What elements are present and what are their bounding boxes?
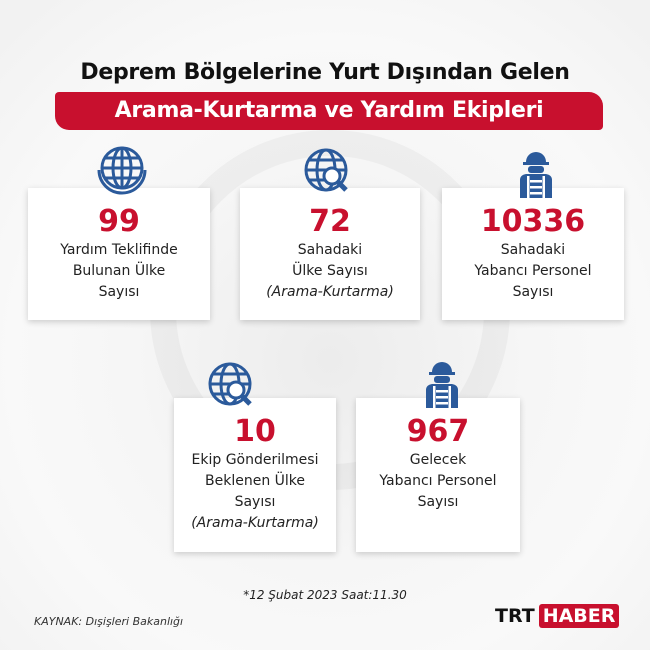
stat-label: Sayısı	[512, 284, 554, 300]
stat-label: Yabancı Personel	[379, 473, 497, 489]
logo-haber: HABER	[538, 604, 620, 628]
stat-label: Ülke Sayısı	[292, 263, 368, 279]
stat-label: Sayısı	[417, 494, 459, 510]
stat-label: Ekip Gönderilmesi	[191, 452, 319, 468]
worker-icon	[416, 360, 468, 412]
globe-icon	[96, 144, 148, 196]
stat-label: Yabancı Personel	[474, 263, 592, 279]
stat-label: Gelecek	[409, 452, 467, 468]
source-label: KAYNAK: Dışişleri Bakanlığı	[34, 615, 184, 628]
stat-value: 10	[234, 414, 276, 449]
stat-label: Sahadaki	[297, 242, 363, 258]
trt-haber-logo: TRT HABER	[495, 604, 620, 628]
globe-search-icon	[206, 360, 258, 412]
stat-label: Beklenen Ülke	[205, 473, 305, 489]
stat-value: 10336	[480, 204, 586, 239]
stat-card-countries-on-site: 72 Sahadaki Ülke Sayısı (Arama-Kurtarma)	[240, 188, 420, 320]
stat-card-offering-countries: 99 Yardım Teklifinde Bulunan Ülke Sayısı	[28, 188, 210, 320]
stat-value: 99	[98, 204, 140, 239]
logo-trt: TRT	[495, 605, 535, 627]
globe-search-icon	[302, 146, 354, 198]
stat-label: Sayısı	[98, 284, 140, 300]
stat-card-foreign-personnel-coming: 967 Gelecek Yabancı Personel Sayısı	[356, 398, 520, 552]
stat-note: (Arama-Kurtarma)	[266, 284, 394, 300]
stat-label: Bulunan Ülke	[72, 263, 166, 279]
stat-label: Sayısı	[234, 494, 276, 510]
date-note: *12 Şubat 2023 Saat:11.30	[243, 588, 407, 602]
stat-value: 72	[309, 204, 351, 239]
stat-card-foreign-personnel-on-site: 10336 Sahadaki Yabancı Personel Sayısı	[442, 188, 624, 320]
stat-note: (Arama-Kurtarma)	[191, 515, 319, 531]
stat-label: Yardım Teklifinde	[60, 242, 178, 258]
stat-value: 967	[406, 414, 470, 449]
page-title: Deprem Bölgelerine Yurt Dışından Gelen	[80, 60, 570, 85]
stat-label: Sahadaki	[500, 242, 566, 258]
subtitle-banner: Arama-Kurtarma ve Yardım Ekipleri	[55, 92, 603, 130]
worker-icon	[510, 150, 562, 202]
stat-card-countries-expected: 10 Ekip Gönderilmesi Beklenen Ülke Sayıs…	[174, 398, 336, 552]
